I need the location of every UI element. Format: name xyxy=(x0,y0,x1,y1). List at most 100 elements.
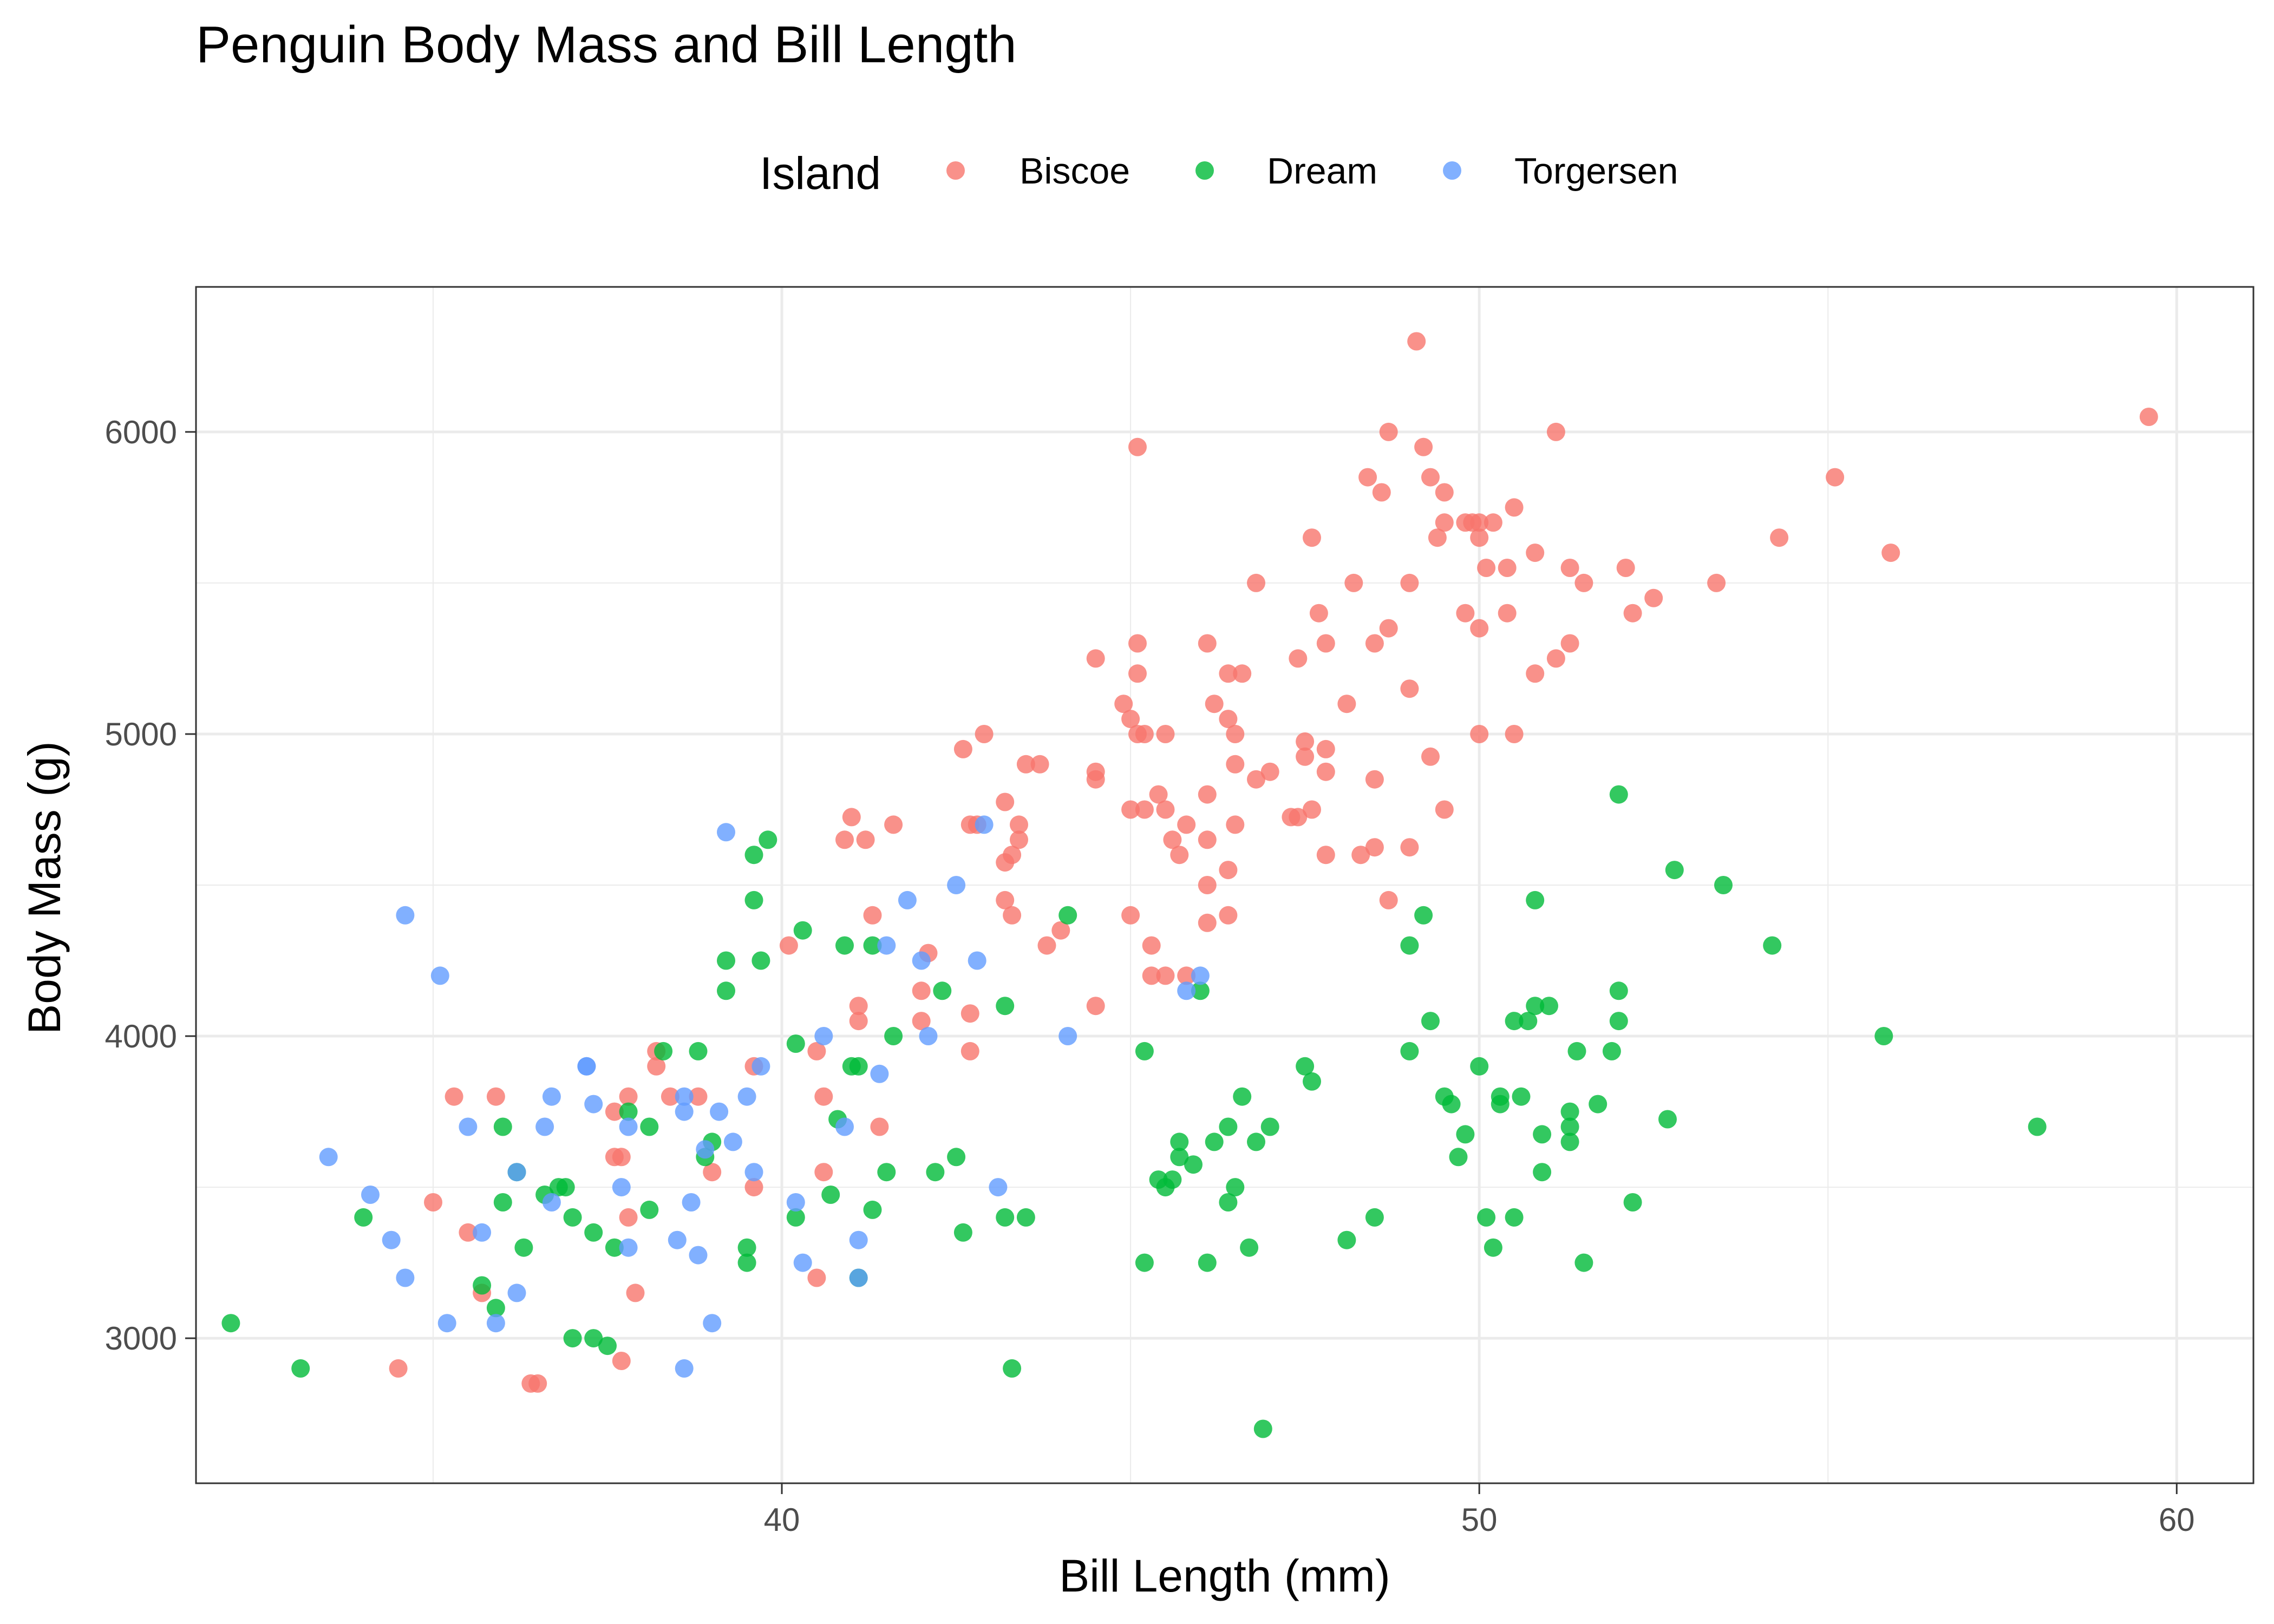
point-biscoe xyxy=(1156,800,1175,819)
point-dream xyxy=(996,1208,1015,1227)
point-biscoe xyxy=(1303,528,1321,547)
point-biscoe xyxy=(996,793,1015,811)
point-torgersen xyxy=(696,1140,715,1159)
point-biscoe xyxy=(1142,966,1161,985)
point-dream xyxy=(1219,1117,1238,1136)
point-torgersen xyxy=(975,815,994,834)
point-biscoe xyxy=(996,853,1015,872)
point-dream xyxy=(1560,1102,1579,1121)
point-biscoe xyxy=(807,1042,826,1060)
point-biscoe xyxy=(1198,913,1217,932)
point-biscoe xyxy=(842,808,861,827)
point-torgersen xyxy=(919,1027,938,1045)
point-biscoe xyxy=(1121,710,1140,729)
point-biscoe xyxy=(856,830,875,849)
point-torgersen xyxy=(396,1268,415,1287)
point-dream xyxy=(1191,981,1210,1000)
point-torgersen xyxy=(689,1246,708,1265)
point-dream xyxy=(514,1238,533,1257)
point-biscoe xyxy=(1003,906,1022,925)
point-biscoe xyxy=(1546,422,1565,441)
point-torgersen xyxy=(1191,966,1210,985)
point-biscoe xyxy=(1086,762,1105,781)
point-biscoe xyxy=(779,936,798,955)
point-biscoe xyxy=(1128,437,1147,456)
data-points xyxy=(221,332,2158,1438)
point-dream xyxy=(605,1238,624,1257)
legend-label-torgersen: Torgersen xyxy=(1514,150,1678,192)
x-axis: 40 50 60 xyxy=(764,1483,2195,1538)
point-dream xyxy=(821,1186,840,1204)
point-biscoe xyxy=(960,1004,979,1023)
point-dream xyxy=(1491,1087,1510,1106)
point-biscoe xyxy=(975,725,994,743)
point-torgersen xyxy=(947,876,966,894)
point-torgersen xyxy=(542,1087,561,1106)
point-biscoe xyxy=(1344,573,1363,592)
point-biscoe xyxy=(960,1042,979,1060)
point-dream xyxy=(1560,1132,1579,1151)
point-dream xyxy=(1003,1359,1022,1378)
point-dream xyxy=(1205,1132,1224,1151)
point-dream xyxy=(1365,1208,1384,1227)
point-biscoe xyxy=(870,1117,889,1136)
point-dream xyxy=(1567,1042,1586,1060)
point-torgersen xyxy=(1177,981,1196,1000)
point-torgersen xyxy=(1058,1027,1077,1045)
point-dream xyxy=(1477,1208,1496,1227)
point-biscoe xyxy=(953,739,972,758)
point-dream xyxy=(473,1276,492,1295)
point-dream xyxy=(1303,1072,1321,1091)
point-biscoe xyxy=(1316,846,1335,865)
point-torgersen xyxy=(737,1087,756,1106)
point-dream xyxy=(1184,1155,1203,1174)
point-biscoe xyxy=(1623,604,1642,623)
point-dream xyxy=(1240,1238,1259,1257)
x-tick-label: 60 xyxy=(2159,1502,2195,1538)
point-dream xyxy=(291,1359,310,1378)
point-torgersen xyxy=(459,1117,478,1136)
point-torgersen xyxy=(473,1223,492,1242)
point-biscoe xyxy=(703,1163,722,1182)
point-dream xyxy=(1609,785,1628,804)
point-dream xyxy=(737,1238,756,1257)
point-biscoe xyxy=(1826,468,1845,487)
point-biscoe xyxy=(1421,468,1440,487)
point-dream xyxy=(752,951,770,970)
point-biscoe xyxy=(1121,800,1140,819)
point-biscoe xyxy=(1149,785,1168,804)
point-dream xyxy=(1170,1148,1189,1167)
point-dream xyxy=(1533,1125,1552,1144)
point-biscoe xyxy=(1016,755,1035,774)
plot-panel-border xyxy=(195,286,2255,1484)
y-tick-label: 6000 xyxy=(105,414,177,450)
point-biscoe xyxy=(1505,725,1524,743)
legend-label-biscoe: Biscoe xyxy=(1020,150,1130,192)
point-biscoe xyxy=(1505,498,1524,517)
point-dream xyxy=(1219,1193,1238,1212)
point-dream xyxy=(996,997,1015,1016)
point-biscoe xyxy=(1526,664,1545,683)
point-dream xyxy=(1533,1163,1552,1182)
point-dream xyxy=(1226,1178,1245,1197)
point-biscoe xyxy=(1037,936,1056,955)
point-dream xyxy=(221,1314,240,1333)
point-dream xyxy=(884,1027,903,1045)
point-dream xyxy=(1135,1042,1154,1060)
point-biscoe xyxy=(1128,634,1147,653)
point-biscoe xyxy=(1135,800,1154,819)
point-torgersen xyxy=(877,936,896,955)
point-dream xyxy=(689,1042,708,1060)
point-dream xyxy=(1233,1087,1252,1106)
point-biscoe xyxy=(1177,966,1196,985)
point-biscoe xyxy=(1282,808,1301,827)
point-biscoe xyxy=(1546,649,1565,668)
point-torgersen xyxy=(898,890,917,909)
point-biscoe xyxy=(1379,422,1398,441)
point-biscoe xyxy=(1644,588,1663,607)
point-dream xyxy=(563,1208,582,1227)
point-biscoe xyxy=(1456,513,1475,532)
point-dream xyxy=(786,1208,805,1227)
point-biscoe xyxy=(1219,664,1238,683)
point-dream xyxy=(1470,1057,1489,1076)
